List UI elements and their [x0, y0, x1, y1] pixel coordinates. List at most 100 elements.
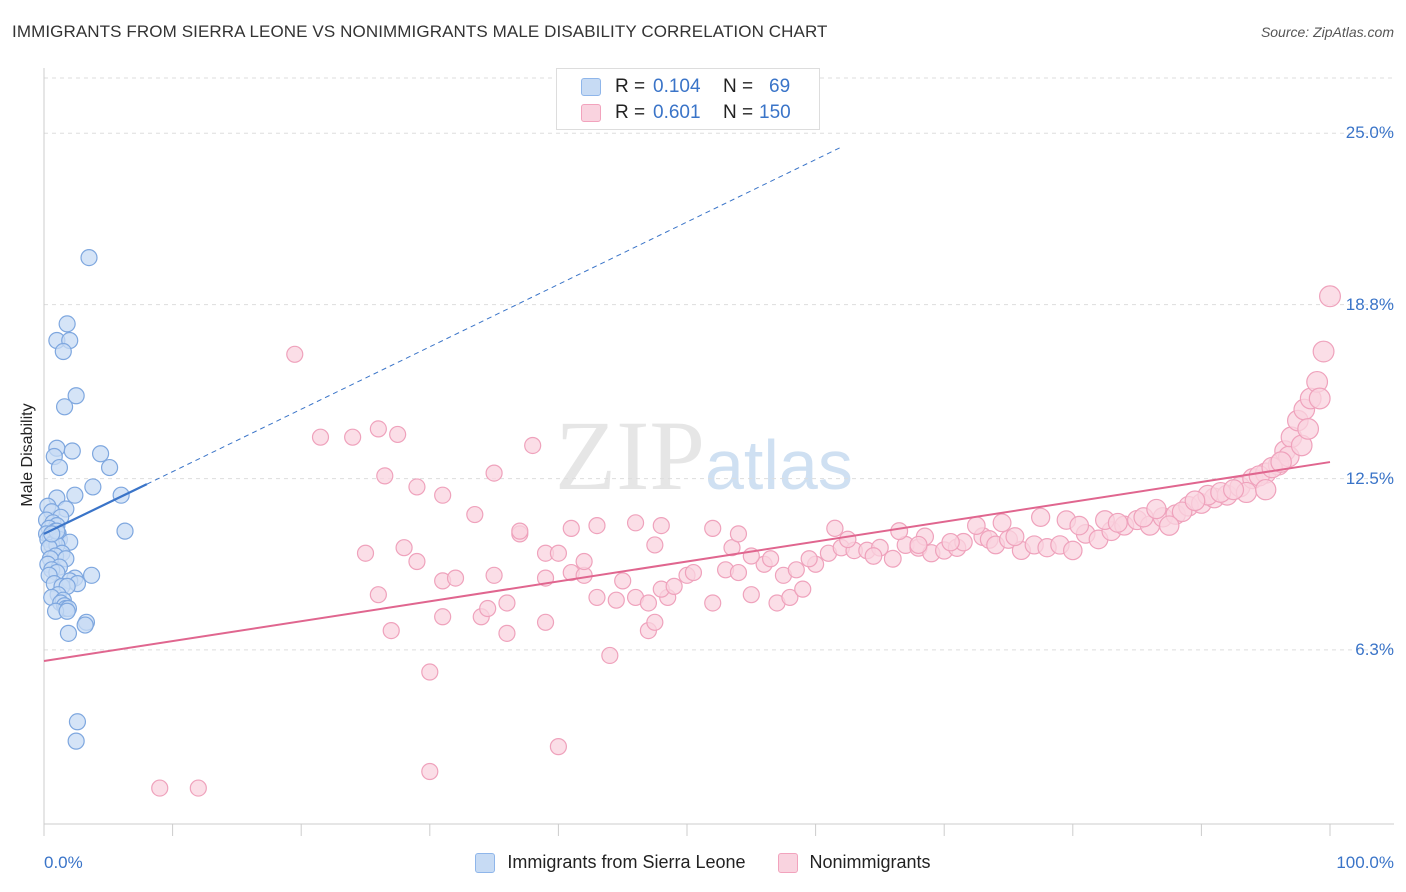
nonimmigrant-point [311, 428, 330, 446]
nonimmigrant-point [639, 594, 658, 612]
nonimmigrant-point [614, 572, 632, 590]
sierra-leone-point [58, 602, 76, 620]
legend-row-immigrants: R = 0.104 N = 69 [581, 74, 790, 100]
nonimmigrant-point [369, 586, 387, 604]
sierra-leone-point [112, 486, 130, 504]
nonimmigrant-point [575, 552, 593, 571]
sierra-leone-point [63, 442, 81, 460]
nonimmigrant-point [421, 762, 439, 781]
sierra-leone-point [43, 525, 61, 543]
legend-r-value: 0.601 [653, 102, 701, 123]
nonimmigrant-point [498, 594, 516, 612]
nonimmigrant-point [652, 516, 670, 535]
nonimmigrant-point [781, 588, 799, 607]
nonimmigrant-point [408, 552, 426, 571]
nonimmigrant-point [376, 467, 394, 485]
nonimmigrant-point [607, 591, 625, 609]
nonimmigrant-point [909, 535, 928, 555]
nonimmigrant-point [549, 544, 568, 562]
nonimmigrant-point [1063, 540, 1083, 561]
nonimmigrant-point [704, 594, 722, 612]
nonimmigrant-point [883, 549, 902, 568]
nonimmigrant-point [1158, 515, 1180, 536]
sierra-leone-point [82, 566, 101, 584]
nonimmigrant-point [189, 779, 207, 797]
sierra-leone-point [100, 458, 119, 477]
y-tick-label: 18.8% [1345, 294, 1394, 314]
nonimmigrant-point [498, 624, 516, 642]
sierra-leone-trend-extension [146, 146, 842, 485]
y-tick-label: 25.0% [1345, 123, 1394, 143]
nonimmigrant-point [838, 530, 857, 549]
sierra-leone-point [66, 486, 84, 504]
chart-title: IMMIGRANTS FROM SIERRA LEONE VS NONIMMIG… [12, 22, 828, 41]
sierra-leone-point [67, 387, 85, 405]
nonimmigrant-point [286, 345, 304, 363]
series-legend-nonimmigrants[interactable]: Nonimmigrants [777, 852, 931, 873]
nonimmigrant-point [434, 486, 452, 504]
x-tick-label-min: 0.0% [44, 853, 83, 872]
nonimmigrant-point [684, 563, 703, 582]
nonimmigrant-point [151, 779, 169, 797]
series-legend-label: Immigrants from Sierra Leone [507, 852, 746, 872]
nonimmigrant-point [992, 513, 1012, 533]
watermark-zip: ZIP [555, 400, 705, 511]
sierra-leone-point [80, 248, 98, 267]
y-tick-label: 12.5% [1345, 468, 1394, 488]
series-swatch-pink [777, 852, 798, 873]
nonimmigrant-point [479, 599, 497, 618]
nonimmigrant-point [485, 566, 503, 584]
nonimmigrant-point [1184, 490, 1206, 512]
sierra-leone-point [55, 398, 74, 416]
sierra-leone-point [91, 445, 110, 463]
nonimmigrant-point [800, 550, 818, 568]
nonimmigrant-point [941, 532, 960, 552]
legend-r-label: R = [615, 76, 646, 97]
nonimmigrant-point [588, 516, 606, 535]
sierra-leone-point [76, 616, 94, 634]
x-tick-label-max: 100.0% [1336, 853, 1394, 872]
legend-swatch-blue [581, 78, 601, 96]
nonimmigrant-point [742, 586, 760, 604]
nonimmigrant-point [1308, 387, 1331, 410]
nonimmigrant-point [646, 536, 664, 554]
sierra-leone-point [50, 458, 69, 477]
nonimmigrant-point [1107, 512, 1128, 533]
legend-r-label: R = [615, 102, 646, 123]
sierra-leone-point [116, 522, 134, 540]
legend-r-value: 0.104 [653, 76, 701, 97]
watermark: ZIPatlas [555, 398, 853, 513]
nonimmigrant-point [511, 522, 529, 540]
sierra-leone-point [59, 624, 78, 642]
nonimmigrant-point [966, 516, 986, 535]
nonimmigrant-point [665, 577, 683, 595]
sierra-leone-point [54, 342, 72, 361]
nonimmigrant-point [369, 420, 387, 438]
nonimmigrant-point [562, 519, 580, 537]
nonimmigrant-point [1254, 478, 1277, 501]
sierra-leone-point [58, 315, 76, 333]
nonimmigrant-point [794, 580, 812, 598]
nonimmigrant-point [1005, 527, 1025, 547]
nonimmigrant-point [356, 544, 375, 562]
legend-swatch-pink [581, 104, 601, 122]
nonimmigrant-point [1223, 479, 1245, 501]
series-legend-immigrants[interactable]: Immigrants from Sierra Leone [475, 852, 746, 873]
nonimmigrant-point [723, 539, 741, 557]
series-legend-label: Nonimmigrants [809, 852, 931, 872]
nonimmigrant-point [787, 561, 805, 579]
sierra-leone-point [67, 732, 85, 750]
legend-n-value: 150 [759, 102, 791, 123]
nonimmigrant-point [524, 436, 542, 455]
nonimmigrant-point [395, 539, 413, 557]
nonimmigrant-point [761, 550, 780, 568]
nonimmigrant-point [864, 547, 883, 565]
legend-row-nonimmigrants: R = 0.601 N = 150 [581, 100, 791, 126]
nonimmigrant-point [890, 522, 909, 541]
nonimmigrant-point [1146, 498, 1167, 520]
nonimmigrant-point [1030, 507, 1051, 527]
sierra-leone-trend-line [43, 483, 148, 535]
nonimmigrant-trend-line [43, 461, 1331, 662]
nonimmigrant-point [826, 519, 844, 538]
